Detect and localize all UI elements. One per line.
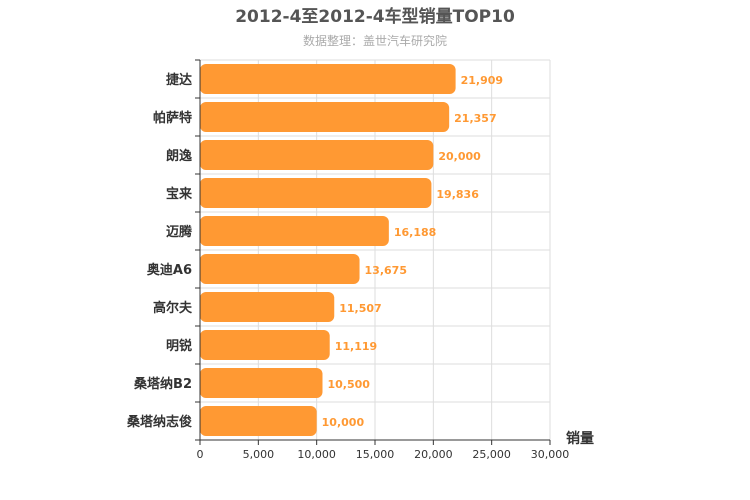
x-tick-label: 20,000: [414, 448, 453, 461]
value-label: 19,836: [436, 188, 479, 201]
value-label: 20,000: [438, 150, 481, 163]
chart-subtitle: 数据整理：盖世汽车研究院: [303, 33, 447, 48]
bar[interactable]: [200, 406, 317, 436]
category-label: 奥迪A6: [147, 262, 192, 278]
value-label: 21,909: [461, 74, 503, 87]
category-label: 朗逸: [166, 148, 192, 164]
category-label: 高尔夫: [153, 300, 193, 316]
bar[interactable]: [200, 140, 434, 170]
x-tick-label: 15,000: [356, 448, 395, 461]
bar[interactable]: [200, 64, 456, 94]
bar[interactable]: [200, 292, 335, 322]
category-label: 迈腾: [166, 224, 193, 240]
category-label: 桑塔纳志俊: [126, 414, 192, 430]
value-label: 11,119: [335, 340, 377, 353]
x-tick-label: 10,000: [297, 448, 336, 461]
value-label: 13,675: [365, 264, 407, 277]
label-layer: 捷达 21,909 帕萨特 21,357 朗逸 20,000 宝来 19,836 迈腾 16,18…: [126, 72, 503, 430]
bar[interactable]: [200, 368, 323, 398]
bar-layer: [200, 64, 456, 436]
category-label: 明锐: [166, 338, 192, 354]
x-tick-label: 30,000: [531, 448, 570, 461]
x-tick-label: 25,000: [472, 448, 511, 461]
value-label: 11,507: [339, 302, 381, 315]
bar[interactable]: [200, 330, 330, 360]
value-label: 10,000: [322, 416, 365, 429]
chart-title: 2012-4至2012-4车型销量TOP10: [235, 6, 515, 27]
category-label: 捷达: [166, 72, 192, 88]
bar[interactable]: [200, 102, 450, 132]
bar[interactable]: [200, 178, 432, 208]
x-axis-label: 销量: [566, 430, 594, 447]
axis-layer: 0 5,000 10,000 15,000 20,000 25,000 30,000: [195, 59, 570, 461]
value-label: 16,188: [394, 226, 436, 239]
value-label: 21,357: [454, 112, 496, 125]
x-tick-label: 0: [197, 448, 204, 461]
bar[interactable]: [200, 254, 360, 284]
category-label: 宝来: [166, 186, 193, 202]
bar[interactable]: [200, 216, 389, 246]
category-label: 帕萨特: [153, 110, 192, 126]
x-tick-label: 5,000: [243, 448, 275, 461]
value-label: 10,500: [328, 378, 371, 391]
category-label: 桑塔纳B2: [133, 376, 192, 392]
